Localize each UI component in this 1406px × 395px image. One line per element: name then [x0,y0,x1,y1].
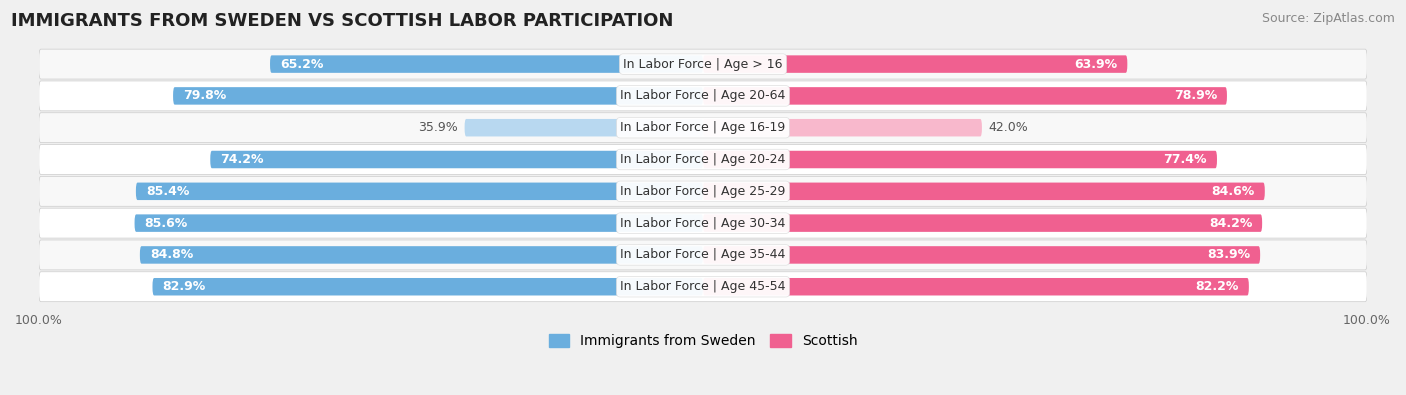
Text: Source: ZipAtlas.com: Source: ZipAtlas.com [1261,12,1395,25]
Text: 78.9%: 78.9% [1174,89,1218,102]
Text: In Labor Force | Age 20-64: In Labor Force | Age 20-64 [620,89,786,102]
Text: 42.0%: 42.0% [988,121,1028,134]
Text: 84.2%: 84.2% [1209,216,1253,229]
Text: In Labor Force | Age 25-29: In Labor Force | Age 25-29 [620,185,786,198]
Text: 77.4%: 77.4% [1164,153,1206,166]
Text: IMMIGRANTS FROM SWEDEN VS SCOTTISH LABOR PARTICIPATION: IMMIGRANTS FROM SWEDEN VS SCOTTISH LABOR… [11,12,673,30]
Text: In Labor Force | Age > 16: In Labor Force | Age > 16 [623,58,783,71]
FancyBboxPatch shape [464,119,703,136]
Text: 84.6%: 84.6% [1212,185,1254,198]
Text: In Labor Force | Age 30-34: In Labor Force | Age 30-34 [620,216,786,229]
FancyBboxPatch shape [39,145,1367,175]
FancyBboxPatch shape [211,151,703,168]
FancyBboxPatch shape [139,246,703,264]
Text: In Labor Force | Age 20-24: In Labor Force | Age 20-24 [620,153,786,166]
Text: 35.9%: 35.9% [418,121,458,134]
FancyBboxPatch shape [703,87,1227,105]
FancyBboxPatch shape [703,55,1128,73]
Text: 82.9%: 82.9% [163,280,205,293]
FancyBboxPatch shape [39,49,1367,79]
FancyBboxPatch shape [39,240,1367,270]
FancyBboxPatch shape [39,81,1367,111]
Text: In Labor Force | Age 35-44: In Labor Force | Age 35-44 [620,248,786,261]
FancyBboxPatch shape [39,113,1367,143]
FancyBboxPatch shape [270,55,703,73]
FancyBboxPatch shape [703,151,1218,168]
FancyBboxPatch shape [39,177,1367,206]
FancyBboxPatch shape [152,278,703,295]
FancyBboxPatch shape [703,278,1249,295]
Text: 85.4%: 85.4% [146,185,190,198]
FancyBboxPatch shape [136,182,703,200]
Text: In Labor Force | Age 16-19: In Labor Force | Age 16-19 [620,121,786,134]
Text: 74.2%: 74.2% [221,153,264,166]
Text: 85.6%: 85.6% [145,216,188,229]
FancyBboxPatch shape [703,119,981,136]
FancyBboxPatch shape [173,87,703,105]
FancyBboxPatch shape [39,272,1367,302]
Text: 63.9%: 63.9% [1074,58,1118,71]
FancyBboxPatch shape [703,214,1263,232]
Text: 82.2%: 82.2% [1195,280,1239,293]
Legend: Immigrants from Sweden, Scottish: Immigrants from Sweden, Scottish [543,329,863,354]
Text: In Labor Force | Age 45-54: In Labor Force | Age 45-54 [620,280,786,293]
FancyBboxPatch shape [703,182,1265,200]
FancyBboxPatch shape [39,208,1367,238]
Text: 79.8%: 79.8% [183,89,226,102]
Text: 83.9%: 83.9% [1208,248,1250,261]
Text: 84.8%: 84.8% [150,248,193,261]
FancyBboxPatch shape [135,214,703,232]
Text: 65.2%: 65.2% [280,58,323,71]
FancyBboxPatch shape [703,246,1260,264]
